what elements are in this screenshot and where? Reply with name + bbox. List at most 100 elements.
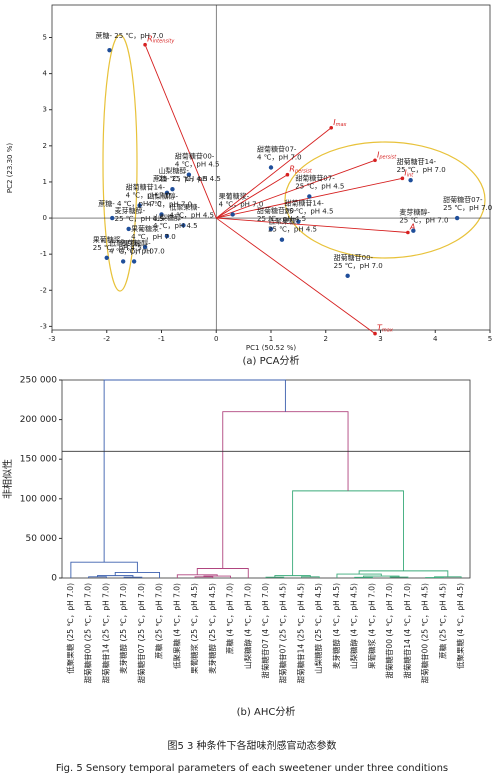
leaf-label: 甜菊糖苷07 (25 ℃，pH 4.5) xyxy=(278,583,288,683)
leaf-label: 蔗糖 (4 ℃，pH 7.0) xyxy=(225,583,235,654)
y-tick-label: 1 xyxy=(43,178,47,186)
figure-title: 图5 3 种条件下各甜味剂感官动态参数 xyxy=(167,739,336,752)
point-label: 蔗糖- 4 ℃，pH 7.0 xyxy=(98,199,161,208)
y-tick-label: 100 000 xyxy=(20,494,57,504)
loading-vector xyxy=(215,127,332,219)
point-label: 甜菊糖苷00- xyxy=(334,253,374,262)
point xyxy=(110,215,115,221)
leaf-label: 甜菊糖苷07 (25 ℃，pH 7.0) xyxy=(136,583,146,683)
y-tick-label: 0 xyxy=(51,574,57,584)
point xyxy=(268,165,274,170)
point-label: 山梨糖醇- xyxy=(148,191,179,200)
point xyxy=(411,228,416,233)
point xyxy=(345,273,350,279)
dendrogram-link xyxy=(292,490,404,576)
vector-label: Tmax xyxy=(377,323,393,333)
cluster-ellipse xyxy=(284,141,486,259)
point xyxy=(107,47,112,53)
point xyxy=(159,212,164,217)
point-label: 果葡糖浆- xyxy=(219,191,250,200)
y-tick-label: -2 xyxy=(40,286,47,294)
loading-vector xyxy=(216,217,408,233)
point-label: 低聚果糖- xyxy=(169,202,200,211)
x-tick-label: -1 xyxy=(158,335,165,343)
y-tick-label: 3 xyxy=(43,106,47,114)
point xyxy=(296,219,301,224)
point-label: 25 ℃，pH 4.5 xyxy=(115,215,164,223)
point-label: 甜菊糖苷07- xyxy=(443,195,483,204)
leaf-label: 果葡糖浆 (4 ℃，pH 7.0) xyxy=(366,583,376,669)
y-tick-label: 250 000 xyxy=(20,376,57,386)
point xyxy=(408,177,413,183)
point-label: 果葡糖浆- xyxy=(93,235,124,244)
point-label: 甜菊糖苷14- xyxy=(126,182,166,191)
dendrogram-link xyxy=(222,411,349,569)
vector-subscript: persist xyxy=(294,168,313,174)
y-tick-label: 150 000 xyxy=(20,455,57,465)
y-tick-label: -3 xyxy=(40,322,47,330)
vector-symbol: R xyxy=(147,34,153,43)
leaf-label: 蔗糖 (25 ℃，pH 4.5) xyxy=(437,583,447,659)
point-label: 麦芽糖醇- xyxy=(115,206,146,215)
vector-symbol: I xyxy=(377,150,380,159)
vector-label: Rpersist xyxy=(289,164,312,174)
point-label: 4 ℃，pH 4.5 xyxy=(153,222,198,230)
point xyxy=(131,259,137,264)
x-tick-label: 4 xyxy=(433,335,438,343)
vector-symbol: I xyxy=(404,168,407,177)
vector-label: Ipersist xyxy=(377,150,397,160)
vector-subscript: max xyxy=(382,327,393,333)
point-label: 25 ℃，pH 4.5 xyxy=(295,182,344,190)
loading-vector xyxy=(215,217,376,334)
point xyxy=(307,194,312,199)
leaf-label: 甜菊糖苷14 (4 ℃，pH 7.0) xyxy=(402,583,412,679)
y-tick-label: 4 xyxy=(43,70,48,78)
leaf-label: 山梨糖醇 (4 ℃，pH 7.0) xyxy=(242,583,252,669)
point-label: 4 ℃，pH 7.0 xyxy=(219,200,264,208)
y-tick-label: 50 000 xyxy=(26,534,58,544)
point xyxy=(230,212,235,217)
loading-vector xyxy=(216,159,376,219)
y-tick-label: 200 000 xyxy=(20,415,57,425)
leaf-label: 麦芽糖醇 (4 ℃，pH 4.5) xyxy=(331,583,341,669)
point xyxy=(186,172,192,177)
leaf-label: 低聚果糖 (4 ℃，pH 4.5) xyxy=(455,583,465,669)
point xyxy=(142,244,148,250)
vector-subscript: persist xyxy=(378,154,397,160)
vector-subscript: max xyxy=(336,121,347,127)
point-label: 25 ℃，pH 7.0 xyxy=(399,217,448,225)
point-label: 4 ℃，pH 7.0 xyxy=(109,247,154,255)
ahc-frame xyxy=(61,379,471,579)
leaf-label: 甜菊糖苷00 (25 ℃，pH 7.0) xyxy=(83,583,93,683)
point-label: 25 ℃，pH 7.0 xyxy=(397,166,446,174)
point-label: 麦芽糖醇- xyxy=(399,208,430,217)
x-tick-label: -3 xyxy=(49,335,56,343)
vector-tip xyxy=(406,230,410,235)
point xyxy=(279,237,285,242)
point-label: 山梨糖醇- xyxy=(153,213,184,222)
point-label: 4 ℃，pH 4.5 xyxy=(175,161,220,169)
point-label: 甜菊糖苷07- xyxy=(257,145,297,154)
point-label: 4 ℃，pH 7.0 xyxy=(257,154,302,162)
leaf-label: 麦芽糖醇 (25 ℃，pH 7.0) xyxy=(118,583,128,674)
vector-subscript: intensity xyxy=(153,38,176,44)
point-label: 低聚果糖- xyxy=(268,217,299,226)
leaf-label: 果葡糖浆 (25 ℃，pH 4.5) xyxy=(189,583,199,674)
point-label: 25 ℃，pH 4.5 xyxy=(158,175,207,183)
leaf-label: 甜菊糖苷07 (4 ℃，pH 7.0) xyxy=(260,583,270,679)
leaf-label: 甜菊糖苷00 (25 ℃，pH 4.5) xyxy=(420,583,430,683)
vector-label: Imax xyxy=(333,117,346,127)
leaf-label: 甜菊糖苷14 (25 ℃，pH 4.5) xyxy=(295,583,305,683)
vector-tip xyxy=(143,42,147,47)
vector-symbol: T xyxy=(377,323,383,332)
point-label: 果葡糖浆- xyxy=(131,224,162,233)
point xyxy=(104,255,109,260)
x-tick-label: 5 xyxy=(488,335,492,343)
y-tick-label: 5 xyxy=(43,34,47,42)
point xyxy=(454,215,460,221)
point-label: 山梨糖醇- xyxy=(158,166,189,175)
point xyxy=(164,233,170,239)
point-label: 25 ℃，pH 7.0 xyxy=(334,262,383,270)
point-label: 甜菊糖苷07- xyxy=(295,173,335,182)
